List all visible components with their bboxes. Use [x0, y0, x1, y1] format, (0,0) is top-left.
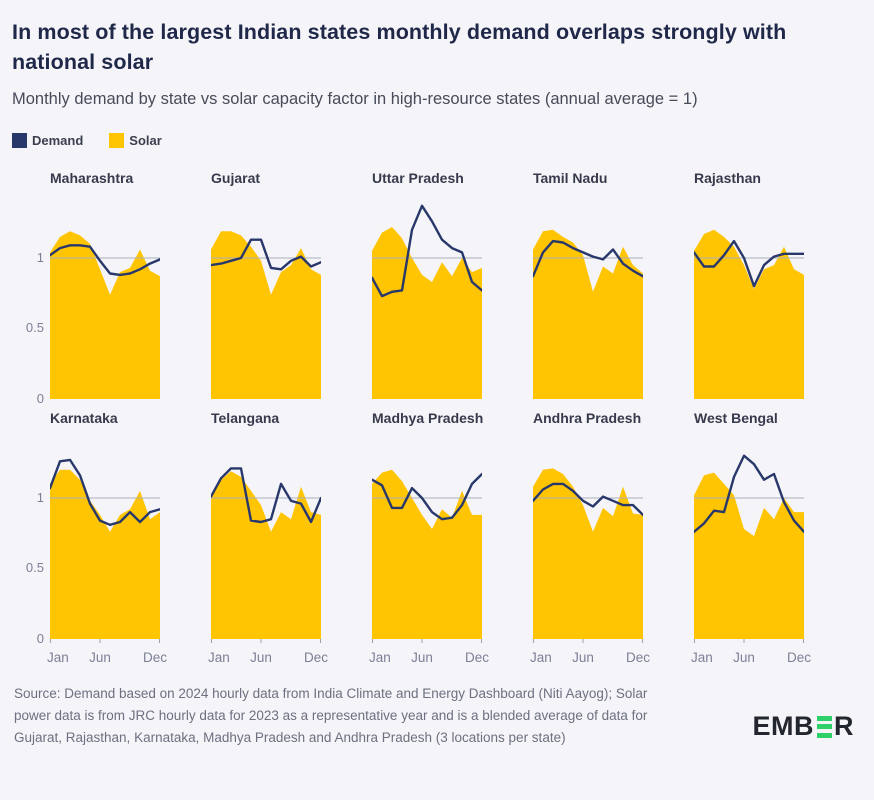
x-axis-label: Jun [250, 649, 272, 665]
legend: Demand Solar [12, 132, 858, 148]
demand-line [372, 472, 482, 521]
x-axis-label: Dec [786, 649, 811, 665]
legend-item-solar: Solar [109, 132, 162, 148]
solar-swatch-icon [109, 132, 125, 148]
chart-row-2: Karnataka 1 0.5 0 Jan Jun Dec Telangana Jan Jun De… [26, 404, 858, 669]
x-axis-label: Dec [625, 649, 650, 665]
y-axis-label: 0.5 [25, 560, 44, 576]
solar-area [694, 472, 804, 639]
chart-plot [372, 204, 482, 399]
state-chart-gujarat: Gujarat [211, 164, 321, 404]
state-chart-west-bengal: West Bengal Jan Jun Dec [691, 404, 811, 669]
state-chart-karnataka: Karnataka 1 0.5 0 Jan Jun Dec [26, 404, 167, 669]
legend-label-demand: Demand [32, 132, 84, 148]
solar-area [533, 468, 643, 639]
x-axis-label: Jan [691, 649, 713, 665]
demand-swatch-icon [12, 132, 27, 148]
chart-title: Madhya Pradesh [372, 409, 484, 426]
chart-plot [533, 229, 643, 399]
chart-title: Rajasthan [694, 169, 761, 186]
x-axis-label: Dec [142, 649, 167, 665]
state-chart-rajasthan: Rajasthan [694, 164, 804, 404]
state-chart-madhya-pradesh: Madhya Pradesh Jan Jun Dec [369, 404, 489, 669]
x-axis-labels: Jan Jun Dec [47, 647, 167, 669]
y-axis-label: 0 [36, 630, 44, 646]
demand-line [372, 204, 482, 298]
solar-area [50, 231, 160, 399]
state-chart-telangana: Telangana Jan Jun Dec [208, 404, 328, 669]
x-axis-label: Dec [303, 649, 328, 665]
chart-plot [694, 229, 804, 399]
chart-title: Maharashtra [50, 169, 134, 186]
x-axis-label: Jun [572, 649, 594, 665]
y-axis-label: 1 [36, 249, 44, 265]
chart-plot [50, 231, 160, 399]
demand-line [533, 239, 643, 278]
legend-label-solar: Solar [129, 132, 162, 148]
chart-title: Karnataka [50, 409, 118, 426]
page-subtitle: Monthly demand by state vs solar capacit… [12, 90, 698, 109]
x-axis-labels: Jan Jun Dec [208, 647, 328, 669]
demand-line [533, 482, 643, 516]
x-axis-labels: Jan Jun Dec [530, 647, 650, 669]
x-axis-label: Jan [369, 649, 391, 665]
y-axis-label: 1 [36, 489, 44, 505]
y-axis-label: 0.5 [25, 320, 44, 336]
legend-item-demand: Demand [12, 132, 84, 148]
state-chart-andhra-pradesh: Andhra Pradesh Jan Jun Dec [530, 404, 650, 669]
chart-title: Gujarat [211, 169, 261, 186]
solar-area [211, 471, 321, 639]
x-axis-labels: Jan Jun Dec [691, 647, 811, 669]
x-axis-labels: Jan Jun Dec [369, 647, 489, 669]
logo-text-post: R [834, 711, 854, 742]
chart-title: Tamil Nadu [533, 169, 608, 186]
x-axis-label: Jan [208, 649, 230, 665]
y-axis-label: 0 [36, 390, 44, 406]
chart-plot [372, 469, 482, 643]
logo-e-bars-icon [816, 715, 832, 738]
source-text: Source: Demand based on 2024 hourly data… [14, 685, 648, 745]
demand-line [211, 467, 321, 524]
chart-plot [533, 468, 643, 643]
demand-line [694, 454, 804, 533]
chart-plot [211, 467, 321, 643]
ember-logo: EMB R [753, 711, 855, 742]
x-axis-label: Jun [733, 649, 755, 665]
state-chart-maharashtra: Maharashtra 1 0.5 0 [26, 164, 160, 405]
demand-line [211, 238, 321, 271]
state-chart-uttar-pradesh: Uttar Pradesh [372, 164, 482, 404]
x-axis-label: Jun [411, 649, 433, 665]
demand-line [694, 239, 804, 288]
solar-area [372, 469, 482, 639]
x-axis-label: Jan [530, 649, 552, 665]
chart-plot [211, 231, 321, 399]
solar-area [533, 229, 643, 399]
demand-line [50, 243, 160, 276]
chart-title: West Bengal [694, 409, 778, 426]
state-chart-tamil-nadu: Tamil Nadu [533, 164, 643, 404]
chart-plot [694, 454, 804, 643]
chart-title: Andhra Pradesh [533, 409, 642, 426]
solar-area [372, 226, 482, 399]
x-axis-label: Dec [464, 649, 489, 665]
solar-area [211, 231, 321, 399]
solar-area [694, 229, 804, 399]
chart-title: Telangana [211, 409, 280, 426]
chart-row-1: Maharashtra 1 0.5 0 Gujarat Uttar Pradesh Tami… [26, 164, 858, 405]
chart-title: Uttar Pradesh [372, 169, 464, 186]
page-title: In most of the largest Indian states mon… [12, 20, 787, 74]
x-axis-label: Jun [89, 649, 111, 665]
footer: Source: Demand based on 2024 hourly data… [14, 683, 854, 749]
logo-text-pre: EMB [752, 711, 814, 742]
demand-line [50, 458, 160, 526]
chart-plot [50, 458, 160, 643]
x-axis-label: Jan [47, 649, 69, 665]
solar-area [50, 469, 160, 639]
